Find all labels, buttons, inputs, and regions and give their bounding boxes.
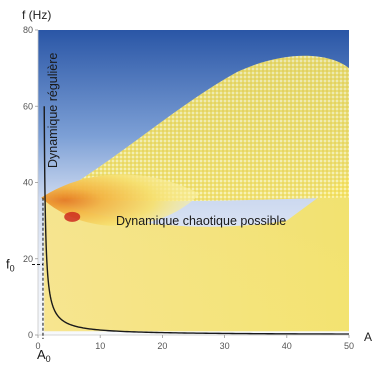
f0-label: f0 <box>6 256 15 273</box>
y-tick-label: 80 <box>23 25 33 35</box>
x-tick-label: 30 <box>220 341 230 351</box>
chaotic-region-label: Dynamique chaotique possible <box>116 214 286 228</box>
plot-area <box>38 30 349 335</box>
regular-region-label: Dynamique régulière <box>46 53 60 168</box>
y-ticks: 0 20 40 60 80 <box>23 25 38 340</box>
y-axis-title: f (Hz) <box>22 8 51 22</box>
reference-markers: A0 f0 <box>6 197 51 364</box>
x-axis-title: A <box>364 330 372 344</box>
chaotic-hotspot <box>64 211 81 222</box>
x-ticks: 0 10 20 30 40 50 <box>35 335 354 351</box>
x-tick-label: 0 <box>35 341 40 351</box>
y-tick-label: 60 <box>23 101 33 111</box>
chaotic-low-band <box>44 174 349 332</box>
y-tick-label: 0 <box>28 330 33 340</box>
chaotic-upper-wedge <box>50 55 349 202</box>
regime-boundary <box>43 106 350 335</box>
y-tick-label: 20 <box>23 254 33 264</box>
boundary-curve <box>43 106 350 335</box>
a0-label: A0 <box>37 347 51 364</box>
axes: 0 10 20 30 40 50 0 20 40 60 80 <box>23 25 354 351</box>
x-tick-label: 40 <box>282 341 292 351</box>
chaotic-core <box>41 174 200 227</box>
x-tick-label: 10 <box>95 341 105 351</box>
chaotic-region <box>41 55 349 332</box>
y-tick-label: 40 <box>23 178 33 188</box>
x-tick-label: 20 <box>157 341 167 351</box>
x-tick-label: 50 <box>344 341 354 351</box>
